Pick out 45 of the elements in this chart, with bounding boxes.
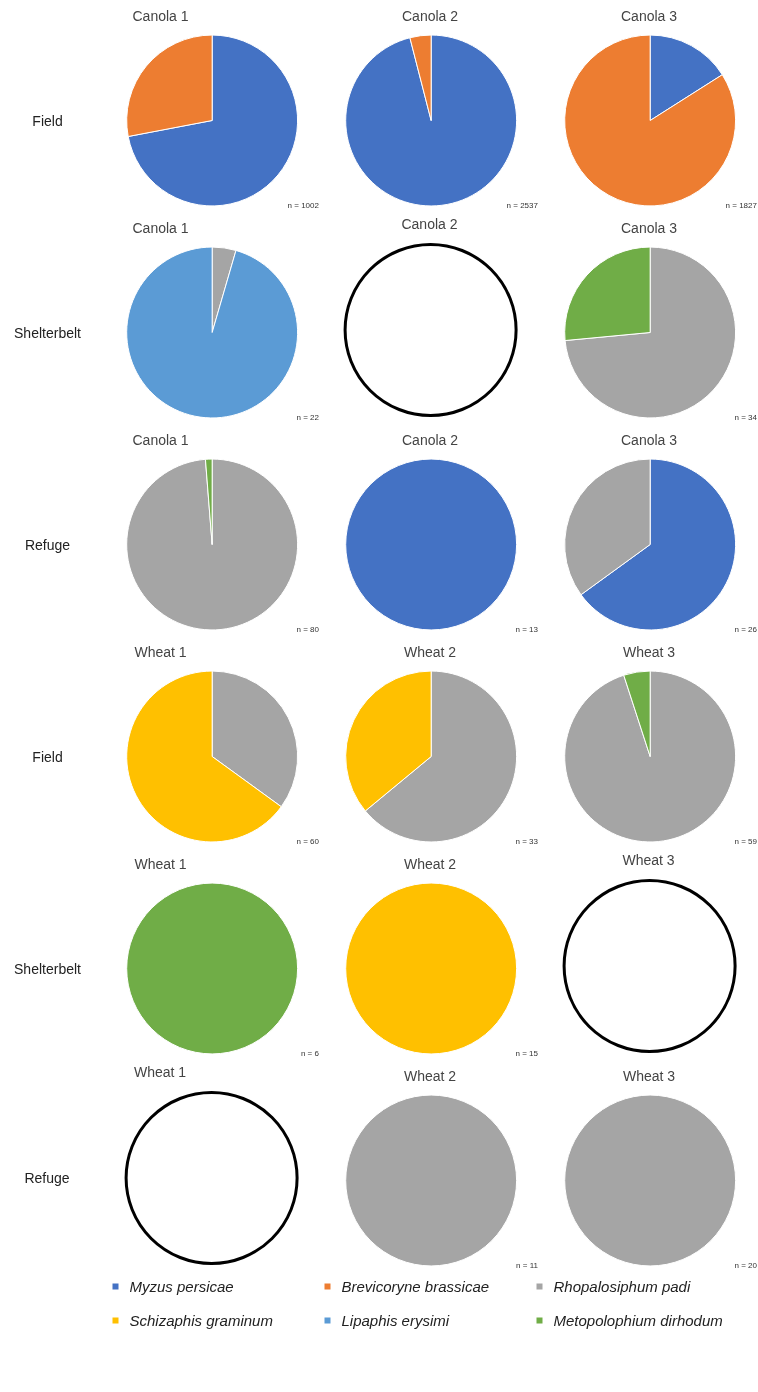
text: n = 33	[515, 837, 539, 847]
text: n = 1002	[287, 201, 320, 211]
category-label: Rhopalosiphum padi	[553, 1278, 691, 1295]
chart-title: Wheat 2	[403, 643, 457, 660]
text: Shelterbelt	[14, 960, 82, 977]
chart-title: Wheat 1	[134, 855, 187, 872]
chart-title: Wheat 3	[622, 1067, 676, 1084]
chart-title: Canola 3	[620, 7, 678, 24]
text: n = 80	[296, 625, 320, 635]
text: n = 20	[734, 1261, 758, 1271]
text: n = 59	[734, 837, 758, 847]
category-label: Myzus persicae	[129, 1278, 234, 1295]
chart-title: Wheat 1	[134, 643, 187, 660]
text: Wheat 3	[621, 852, 676, 868]
chart-title: Canola 2	[401, 7, 459, 24]
text: n = 13	[515, 625, 539, 635]
text: n = 2537	[506, 201, 539, 211]
text: n = 34	[734, 413, 758, 423]
category-label: Metopolophium dirhodum	[553, 1312, 723, 1329]
chart-title: Canola 1	[132, 431, 189, 448]
category-label: Brevicoryne brassicae	[341, 1278, 490, 1295]
text: Shelterbelt	[14, 324, 82, 341]
chart-title: Canola 3	[620, 219, 678, 236]
chart-title: Wheat 3	[622, 643, 676, 660]
text: Refuge	[24, 536, 71, 553]
text: n = 1827	[725, 201, 758, 211]
text: Wheat 1	[132, 1064, 188, 1080]
chart-title: Canola 1	[132, 219, 189, 236]
text: Refuge	[23, 1170, 71, 1186]
chart-title: Wheat 2	[403, 1067, 457, 1084]
text: Field	[32, 748, 63, 765]
text: Canola 2	[400, 216, 459, 232]
category-label: Schizaphis graminum	[129, 1312, 273, 1329]
text: n = 15	[515, 1049, 539, 1059]
text: n = 60	[296, 837, 320, 847]
chart-title: Canola 3	[620, 431, 678, 448]
text: n = 11	[516, 1261, 539, 1271]
text: n = 22	[296, 413, 320, 423]
text: n = 6	[300, 1049, 320, 1059]
chart-title: Canola 2	[401, 431, 459, 448]
text: Field	[32, 112, 63, 129]
chart-title: Wheat 2	[403, 855, 457, 872]
chart-title: Canola 1	[132, 7, 189, 24]
category-label: Lipaphis erysimi	[341, 1312, 450, 1329]
text: n = 26	[734, 625, 758, 635]
